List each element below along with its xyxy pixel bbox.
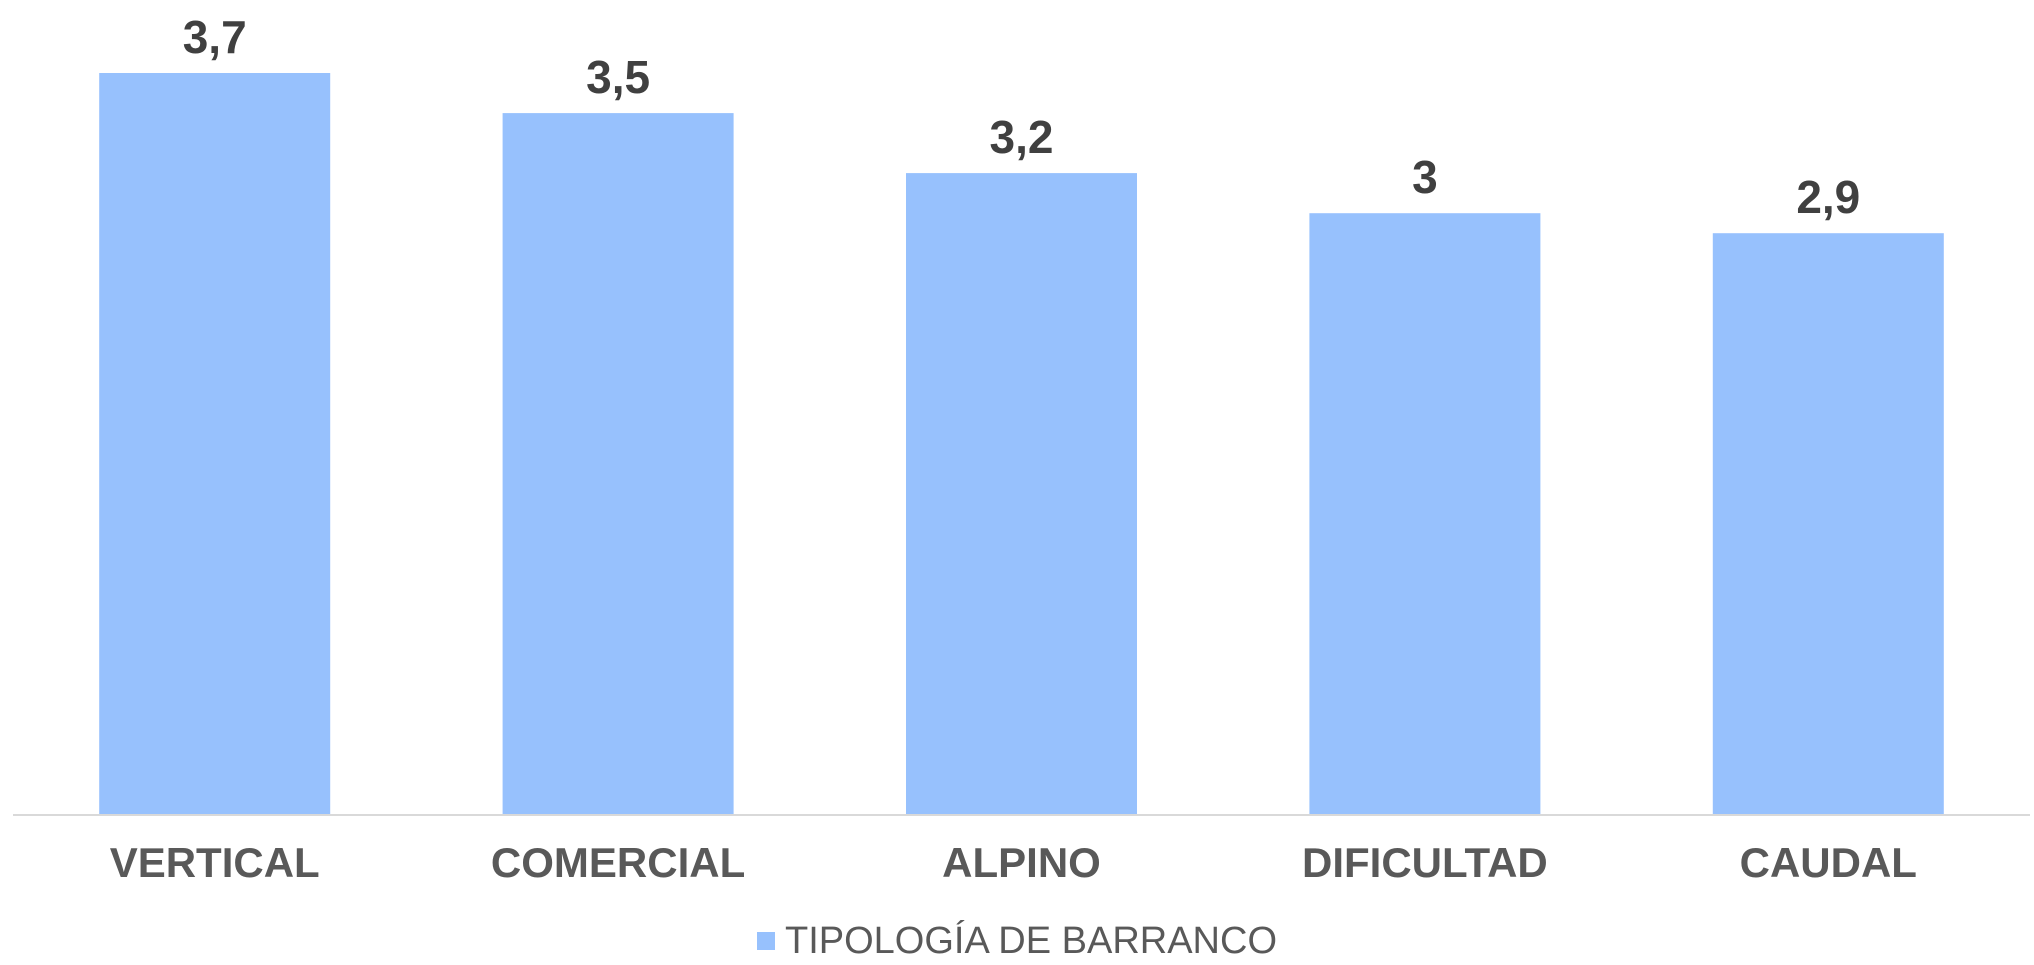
data-label-comercial: 3,5 (586, 51, 650, 103)
legend-swatch (757, 932, 775, 950)
data-labels-layer: 3,7 3,5 3,2 3 2,9 (183, 11, 1861, 223)
category-label-comercial: COMERCIAL (491, 839, 745, 886)
category-label-dificultad: DIFICULTAD (1302, 839, 1548, 886)
category-label-vertical: VERTICAL (110, 839, 320, 886)
data-label-vertical: 3,7 (183, 11, 247, 63)
legend: TIPOLOGÍA DE BARRANCO (0, 922, 2034, 960)
bar-caudal (1712, 233, 1944, 814)
data-label-alpino: 3,2 (990, 111, 1054, 163)
bar-vertical (99, 73, 331, 814)
category-label-alpino: ALPINO (942, 839, 1101, 886)
category-labels-layer: VERTICAL COMERCIAL ALPINO DIFICULTAD CAUDAL (110, 839, 1917, 886)
bar-comercial (502, 113, 734, 815)
bars-layer (99, 73, 1944, 815)
bar-alpino (906, 173, 1137, 815)
category-label-caudal: CAUDAL (1740, 839, 1917, 886)
data-label-caudal: 2,9 (1796, 171, 1860, 223)
data-label-dificultad: 3 (1412, 151, 1438, 203)
legend-label: TIPOLOGÍA DE BARRANCO (785, 920, 1277, 962)
bar-dificultad (1309, 213, 1541, 814)
